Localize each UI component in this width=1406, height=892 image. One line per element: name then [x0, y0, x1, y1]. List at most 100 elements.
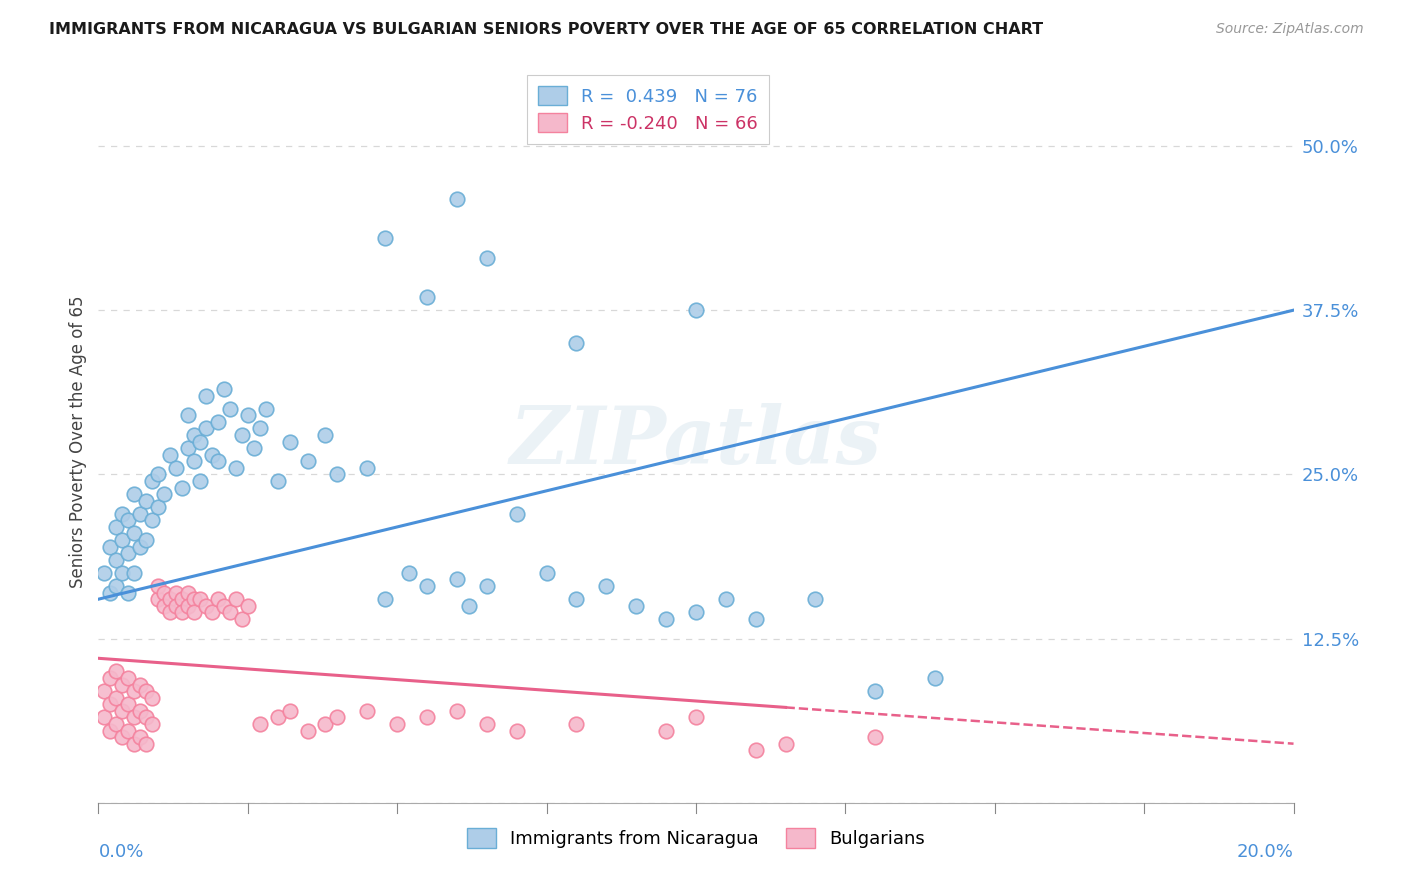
Point [201, 448, 224, 462]
Point [416, 290, 439, 304]
Point [356, 460, 378, 475]
Point [188, 592, 211, 607]
Point [236, 599, 259, 613]
Point [124, 710, 146, 724]
Point [111, 566, 134, 580]
Point [278, 434, 301, 449]
Point [111, 507, 134, 521]
Point [129, 540, 152, 554]
Point [188, 434, 211, 449]
Point [219, 401, 242, 416]
Point [685, 605, 707, 619]
Point [165, 585, 187, 599]
Point [98, 698, 122, 712]
Point [129, 730, 152, 744]
Point [804, 592, 827, 607]
Point [117, 671, 139, 685]
Point [153, 599, 176, 613]
Point [267, 474, 290, 488]
Point [172, 481, 194, 495]
Point [236, 409, 259, 423]
Point [183, 605, 205, 619]
Point [135, 737, 157, 751]
Point [177, 599, 200, 613]
Point [141, 717, 163, 731]
Point [93, 684, 115, 698]
Point [117, 585, 139, 599]
Point [315, 428, 337, 442]
Legend: Immigrants from Nicaragua, Bulgarians: Immigrants from Nicaragua, Bulgarians [460, 821, 932, 855]
Point [385, 717, 409, 731]
Point [153, 487, 176, 501]
Point [685, 303, 707, 318]
Point [117, 513, 139, 527]
Point [111, 730, 134, 744]
Point [141, 513, 163, 527]
Point [98, 540, 122, 554]
Point [595, 579, 617, 593]
Text: Source: ZipAtlas.com: Source: ZipAtlas.com [1216, 22, 1364, 37]
Point [267, 710, 290, 724]
Point [326, 467, 349, 482]
Point [398, 566, 420, 580]
Text: 0.0%: 0.0% [98, 843, 143, 861]
Point [165, 599, 187, 613]
Point [159, 448, 181, 462]
Point [865, 684, 887, 698]
Text: 20.0%: 20.0% [1237, 843, 1294, 861]
Point [924, 671, 946, 685]
Point [98, 671, 122, 685]
Point [249, 717, 271, 731]
Point [201, 605, 224, 619]
Point [141, 690, 163, 705]
Point [105, 665, 128, 679]
Point [105, 717, 128, 731]
Point [135, 684, 157, 698]
Point [93, 710, 115, 724]
Point [124, 526, 146, 541]
Point [135, 493, 157, 508]
Point [98, 585, 122, 599]
Point [297, 723, 319, 738]
Point [475, 579, 498, 593]
Y-axis label: Seniors Poverty Over the Age of 65: Seniors Poverty Over the Age of 65 [69, 295, 87, 588]
Point [231, 612, 253, 626]
Point [212, 382, 235, 396]
Point [685, 710, 707, 724]
Point [374, 231, 396, 245]
Point [207, 454, 229, 468]
Point [565, 717, 588, 731]
Point [177, 585, 200, 599]
Point [129, 704, 152, 718]
Point [105, 579, 128, 593]
Point [655, 723, 678, 738]
Point [177, 441, 200, 455]
Point [714, 592, 737, 607]
Point [188, 474, 211, 488]
Point [105, 553, 128, 567]
Point [153, 585, 176, 599]
Point [315, 717, 337, 731]
Point [124, 566, 146, 580]
Point [148, 579, 170, 593]
Point [212, 599, 235, 613]
Point [135, 710, 157, 724]
Point [326, 710, 349, 724]
Point [183, 428, 205, 442]
Point [195, 388, 218, 402]
Point [745, 743, 768, 757]
Point [159, 592, 181, 607]
Point [865, 730, 887, 744]
Point [506, 723, 529, 738]
Point [446, 192, 468, 206]
Point [183, 592, 205, 607]
Point [231, 428, 253, 442]
Point [105, 520, 128, 534]
Point [148, 500, 170, 515]
Point [165, 460, 187, 475]
Point [124, 684, 146, 698]
Point [745, 612, 768, 626]
Point [219, 605, 242, 619]
Point [249, 421, 271, 435]
Point [416, 710, 439, 724]
